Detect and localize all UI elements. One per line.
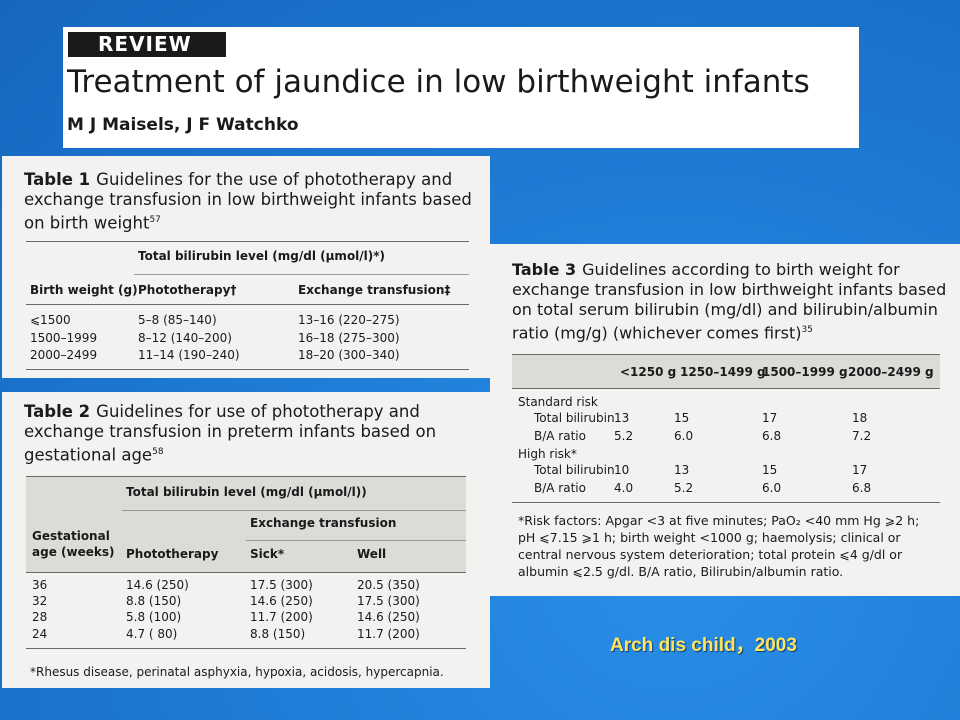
table-3-col-2: 1250–1499 g [680, 365, 766, 379]
table-2-header-shade [26, 476, 466, 572]
table-row-photo: 11–14 (190–240) [138, 348, 240, 362]
table-3-col-1: <1250 g [620, 365, 677, 379]
table-row-value: 10 [614, 463, 630, 477]
table-row-value: 17 [852, 463, 868, 477]
table-row-value: 5.2 [614, 429, 634, 443]
table-2-col-phototherapy: Phototherapy [126, 547, 219, 561]
table-2-group-header: Total bilirubin level (mg/dl (μmol/l)) [126, 485, 367, 499]
table-row-value: 15 [674, 411, 690, 425]
table-3-tb-label: Total bilirubin [534, 411, 615, 425]
table-1-col-phototherapy: Phototherapy† [138, 283, 237, 297]
table-2: Table 2 Guidelines for use of phototherap… [2, 392, 490, 688]
table-2-sub-header: Exchange transfusion [250, 516, 397, 530]
table-row-age: 32 [32, 594, 48, 608]
table-row-sick: 8.8 (150) [250, 627, 306, 641]
table-2-sub-rule [246, 540, 466, 541]
table-2-col-sick: Sick* [250, 547, 285, 561]
table-row-age: 36 [32, 578, 48, 592]
table-row-sick: 11.7 (200) [250, 610, 313, 624]
table-2-caption: Table 2 Guidelines for use of phototherap… [24, 402, 484, 466]
table-1-col-exchange: Exchange transfusion‡ [298, 283, 451, 297]
table-row-value: 6.0 [674, 429, 694, 443]
table-3-col-4: 2000–2499 g [848, 365, 934, 379]
citation: Arch dis child，2003 [610, 635, 797, 656]
table-row-well: 14.6 (250) [357, 610, 420, 624]
table-1-caption-text: Guidelines for the use of phototherapy a… [24, 170, 472, 233]
table-1-ref: 57 [149, 215, 161, 225]
table-row-photo: 5–8 (85–140) [138, 313, 217, 327]
table-3-ba-label: B/A ratio [534, 481, 586, 495]
table-row-age: 28 [32, 610, 48, 624]
table-row-value: 7.2 [852, 429, 872, 443]
table-row-photo: 14.6 (250) [126, 578, 189, 592]
table-row-exchange: 13–16 (220–275) [298, 313, 400, 327]
table-2-number: Table 2 [24, 402, 91, 421]
table-3-standard-label: Standard risk [518, 395, 598, 409]
table-3-col-3: 1500–1999 g [762, 365, 848, 379]
table-row-sick: 17.5 (300) [250, 578, 313, 592]
table-3-bottom-rule [512, 502, 940, 503]
table-row-photo: 8–12 (140–200) [138, 331, 232, 345]
table-row-value: 6.8 [852, 481, 872, 495]
table-3-ref: 35 [801, 325, 813, 335]
table-1-top-rule [26, 241, 469, 242]
table-row-sick: 14.6 (250) [250, 594, 313, 608]
table-2-group-rule [122, 510, 466, 511]
table-row-photo: 4.7 ( 80) [126, 627, 178, 641]
table-row-age: 24 [32, 627, 48, 641]
article-title: Treatment of jaundice in low birthweight… [67, 64, 810, 100]
table-2-header-rule [26, 572, 466, 573]
table-row-exchange: 18–20 (300–340) [298, 348, 400, 362]
table-row-value: 6.0 [762, 481, 782, 495]
table-row-well: 20.5 (350) [357, 578, 420, 592]
table-3-ba-label: B/A ratio [534, 429, 586, 443]
table-row-weight: 2000–2499 [30, 348, 98, 362]
table-2-caption-text: Guidelines for use of phototherapy and e… [24, 402, 437, 465]
table-row-value: 17 [762, 411, 778, 425]
table-1-header-rule [26, 304, 469, 305]
table-3-tb-label: Total bilirubin [534, 463, 615, 477]
table-row-exchange: 16–18 (275–300) [298, 331, 400, 345]
table-1-caption: Table 1 Guidelines for the use of phototh… [24, 170, 484, 234]
table-3-caption: Table 3 Guidelines according to birth wei… [512, 260, 952, 343]
table-1: Table 1 Guidelines for the use of phototh… [2, 156, 490, 378]
table-row-value: 4.0 [614, 481, 634, 495]
table-row-photo: 5.8 (100) [126, 610, 182, 624]
table-1-group-rule [134, 274, 469, 275]
table-3-top-rule [512, 354, 940, 355]
table-row-value: 5.2 [674, 481, 694, 495]
table-3-header-shade [512, 354, 940, 388]
table-row-weight: 1500–1999 [30, 331, 98, 345]
table-row-value: 15 [762, 463, 778, 477]
table-1-group-header: Total bilirubin level (mg/dl (μmol/l)*) [138, 249, 386, 263]
table-3-footnote: *Risk factors: Apgar <3 at five minutes;… [518, 513, 920, 579]
table-2-col-age: Gestational age (weeks) [32, 529, 115, 559]
article-authors: M J Maisels, J F Watchko [67, 115, 299, 135]
table-1-number: Table 1 [24, 170, 91, 189]
table-3: Table 3 Guidelines according to birth wei… [490, 244, 960, 596]
table-3-number: Table 3 [512, 260, 577, 279]
table-row-value: 13 [674, 463, 690, 477]
table-row-value: 6.8 [762, 429, 782, 443]
table-row-well: 17.5 (300) [357, 594, 420, 608]
table-1-bottom-rule [26, 369, 469, 370]
table-row-weight: ⩽1500 [30, 313, 71, 327]
table-2-col-well: Well [357, 547, 387, 561]
table-2-ref: 58 [152, 447, 164, 457]
review-badge: REVIEW [68, 32, 226, 57]
table-2-top-rule [26, 476, 466, 477]
table-3-header-rule [512, 388, 940, 389]
table-2-bottom-rule [26, 648, 466, 649]
article-header: REVIEW Treatment of jaundice in low birt… [63, 27, 859, 148]
table-row-well: 11.7 (200) [357, 627, 420, 641]
table-3-caption-text: Guidelines according to birth weight for… [512, 260, 947, 343]
table-1-col-birthweight: Birth weight (g) [30, 283, 138, 297]
table-row-value: 18 [852, 411, 868, 425]
table-3-high-label: High risk* [518, 447, 577, 461]
table-row-value: 13 [614, 411, 630, 425]
table-row-photo: 8.8 (150) [126, 594, 182, 608]
table-2-footnote: *Rhesus disease, perinatal asphyxia, hyp… [30, 665, 444, 679]
